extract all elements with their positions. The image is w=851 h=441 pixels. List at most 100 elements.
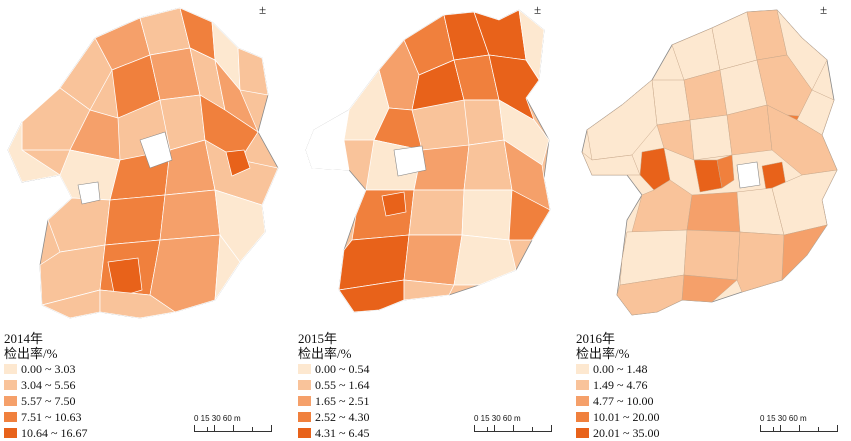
legend-label: 10.01 ~ 20.00 — [593, 409, 660, 424]
legend-title: 检出率/% — [576, 346, 630, 361]
legend-2016: 2016年 检出率/% 0.00 ~ 1.48 1.49 ~ 4.76 4.77… — [576, 331, 660, 441]
legend-item: 1.65 ~ 2.51 — [298, 393, 370, 409]
legend-label: 1.65 ~ 2.51 — [315, 393, 370, 408]
scale-bar-ticks — [474, 425, 552, 432]
legend-swatch — [4, 396, 17, 406]
county-region — [781, 224, 828, 281]
legend-label: 7.51 ~ 10.63 — [21, 409, 82, 424]
county-region — [508, 189, 551, 241]
legend-item: 1.49 ~ 4.76 — [576, 377, 660, 393]
county-region — [503, 139, 551, 211]
county-region — [214, 189, 266, 263]
legend-swatch — [4, 380, 17, 390]
county-region — [498, 99, 550, 166]
county-region — [453, 234, 517, 286]
county-region — [107, 257, 143, 299]
blank-areas-2015 — [393, 145, 427, 177]
county-region — [199, 94, 259, 161]
legend-swatch — [576, 396, 589, 406]
no-data-area — [77, 181, 101, 205]
legend-swatch — [4, 364, 17, 374]
county-region — [305, 109, 350, 171]
legend-year: 2014年 — [4, 331, 44, 346]
north-arrow-icon: ± — [259, 2, 267, 17]
county-region — [776, 9, 828, 91]
legend-swatch — [4, 412, 17, 422]
county-regions-2015 — [305, 9, 551, 313]
north-arrow-icon: ± — [534, 2, 542, 17]
map-panel-2014: ± 2014年 检出率/% 0.00 ~ 3.03 3.04 ~ 5.56 5.… — [0, 0, 283, 441]
scale-bar: 0 15 30 60 m — [760, 414, 840, 434]
legend-year: 2015年 — [298, 331, 338, 346]
county-region — [47, 197, 111, 253]
county-region — [581, 151, 641, 176]
legend-item: 7.51 ~ 10.63 — [4, 409, 88, 425]
legend-title: 检出率/% — [298, 346, 352, 361]
county-region — [408, 189, 465, 236]
choropleth-map-2015 — [305, 9, 551, 313]
legend-swatch — [298, 428, 311, 438]
county-region — [149, 234, 221, 313]
legend-item: 0.00 ~ 3.03 — [4, 361, 88, 377]
blank-areas-2016 — [736, 161, 761, 189]
legend-label: 0.00 ~ 0.54 — [315, 361, 370, 376]
no-data-area — [736, 161, 761, 189]
legend-item: 20.01 ~ 35.00 — [576, 425, 660, 441]
legend-2014: 2014年 检出率/% 0.00 ~ 3.03 3.04 ~ 5.56 5.57… — [4, 331, 88, 441]
legend-item: 5.57 ~ 7.50 — [4, 393, 88, 409]
map-panel-2016: ± 2016年 检出率/% 0.00 ~ 1.48 1.49 ~ 4.76 4.… — [572, 0, 851, 441]
legend-label: 4.31 ~ 6.45 — [315, 425, 370, 440]
legend-item: 10.64 ~ 16.67 — [4, 425, 88, 441]
legend-swatch — [298, 380, 311, 390]
county-region — [403, 279, 455, 301]
legend-item: 0.00 ~ 1.48 — [576, 361, 660, 377]
no-data-area — [393, 145, 427, 177]
blank-areas-2014 — [77, 131, 173, 205]
scale-bar-label: 0 15 30 60 m — [474, 414, 521, 423]
county-region — [338, 279, 405, 313]
legend-swatch — [298, 364, 311, 374]
county-region — [463, 99, 505, 146]
county-regions-2014 — [7, 7, 279, 319]
no-data-area — [139, 131, 173, 169]
legend-swatch — [576, 412, 589, 422]
scale-bar-label: 0 15 30 60 m — [194, 414, 241, 423]
county-region — [159, 189, 221, 241]
legend-item: 0.00 ~ 0.54 — [298, 361, 370, 377]
legend-label: 4.77 ~ 10.00 — [593, 393, 654, 408]
county-region — [463, 139, 513, 191]
county-region — [99, 289, 176, 319]
legend-swatch — [576, 364, 589, 374]
county-region — [104, 194, 166, 246]
county-region — [736, 231, 785, 293]
legend-label: 3.04 ~ 5.56 — [21, 377, 76, 392]
legend-title: 检出率/% — [4, 346, 58, 361]
legend-item: 3.04 ~ 5.56 — [4, 377, 88, 393]
county-region — [681, 274, 738, 303]
scale-bar-label: 0 15 30 60 m — [760, 414, 807, 423]
legend-label: 1.49 ~ 4.76 — [593, 377, 648, 392]
legend-swatch — [576, 428, 589, 438]
legend-swatch — [298, 412, 311, 422]
legend-swatch — [4, 428, 17, 438]
county-region — [214, 234, 241, 301]
scale-bar: 0 15 30 60 m — [194, 414, 274, 434]
county-region — [403, 234, 463, 286]
north-arrow-icon: ± — [820, 2, 828, 17]
county-region — [237, 47, 269, 96]
scale-bar: 0 15 30 60 m — [474, 414, 554, 434]
choropleth-map-2014 — [7, 7, 279, 319]
legend-item: 4.31 ~ 6.45 — [298, 425, 370, 441]
legend-label: 20.01 ~ 35.00 — [593, 425, 660, 440]
county-regions-2016 — [581, 9, 838, 316]
legend-swatch — [298, 396, 311, 406]
legend-label: 10.64 ~ 16.67 — [21, 425, 88, 440]
choropleth-map-2016 — [581, 9, 838, 316]
legend-label: 0.00 ~ 1.48 — [593, 361, 648, 376]
legend-item: 2.52 ~ 4.30 — [298, 409, 370, 425]
county-region — [381, 191, 407, 217]
legend-label: 0.55 ~ 1.64 — [315, 377, 370, 392]
county-region — [461, 189, 513, 241]
scale-bar-ticks — [760, 425, 838, 432]
county-region — [651, 79, 691, 126]
